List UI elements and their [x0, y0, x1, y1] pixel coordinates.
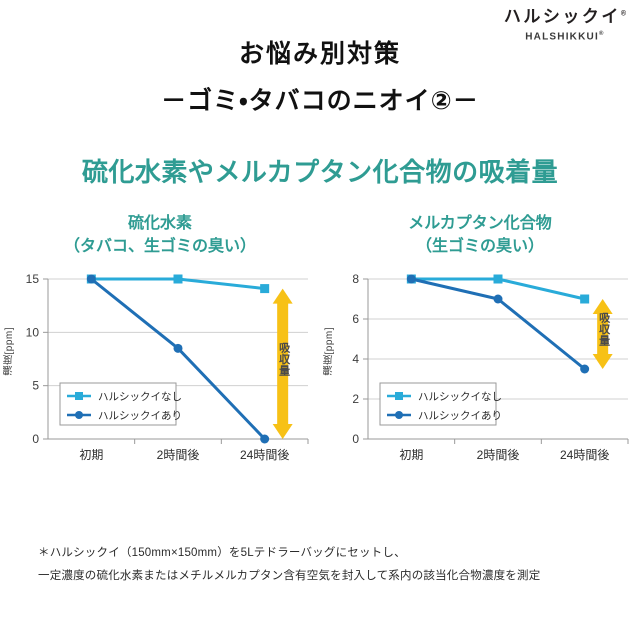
x-axis-tick-label: 24時間後	[560, 448, 609, 462]
chart-title: メルカプタン化合物	[408, 215, 552, 232]
registered-mark-icon-en: ®	[598, 31, 605, 37]
data-point-marker	[580, 364, 590, 374]
chart-panel-hydrogen-sulfide: 硫化水素 （タバコ、生ゴミの臭い） 濃度[ppm] 0 5 10 15 初期 2時間後 24…	[0, 212, 320, 477]
page-title-line2: －ゴミ・タバコのニオイ②－	[161, 87, 479, 115]
legend-label: ハルシックイあり	[98, 410, 182, 422]
chart-heading-mercaptan-compound: メルカプタン化合物 （生ゴミの臭い）	[320, 212, 640, 258]
legend-marker	[75, 392, 83, 401]
brand-logo-jp: ハルシックイ®	[504, 8, 626, 25]
brand-logo-en: HALSHIKKUI®	[504, 31, 626, 42]
page-subtitle: 硫化水素やメルカプタン化合物の吸着量	[81, 157, 559, 187]
plot-area-hydrogen-sulfide: 濃度[ppm] 0 5 10 15 初期 2時間後 24時間後 ハルシックイなし ハルシックイあ…	[0, 267, 320, 477]
footnote-line-1: ＊ハルシックイ（150mm×150mm）を5Lテドラーバッグにセットし、	[38, 547, 406, 559]
brand-logo-en-text: HALSHIKKUI	[525, 31, 599, 43]
legend-marker	[395, 411, 403, 420]
y-axis-tick-label: 6	[352, 312, 359, 326]
data-point-marker	[86, 274, 96, 284]
data-point-marker	[173, 274, 183, 284]
x-axis-tick-label: 2時間後	[157, 448, 200, 462]
legend-label: ハルシックイあり	[418, 410, 502, 422]
registered-mark-icon: ®	[620, 10, 626, 18]
x-axis-tick-label: 2時間後	[477, 448, 520, 462]
y-axis-label: 濃度[ppm]	[324, 327, 335, 376]
y-axis-label: 濃度[ppm]	[4, 327, 15, 376]
plot-area-mercaptan-compound: 濃度[ppm] 0 2 4 6 8 初期 2時間後 24時間後 ハルシックイなし ハルシックイあり…	[320, 267, 640, 477]
y-axis-tick-label: 8	[352, 272, 359, 286]
footnote: ＊ハルシックイ（150mm×150mm）を5Lテドラーバッグにセットし、 一定濃…	[38, 542, 540, 588]
footnote-line-2: 一定濃度の硫化水素またはメチルメルカプタン含有空気を封入して系内の該当化合物濃度…	[38, 570, 541, 582]
brand-logo-jp-text: ハルシックイ	[503, 7, 621, 26]
absorption-arrow-icon	[592, 299, 613, 370]
chart-title: 硫化水素	[127, 215, 192, 232]
legend-marker	[395, 392, 403, 401]
chart-heading-hydrogen-sulfide: 硫化水素 （タバコ、生ゴミの臭い）	[0, 212, 320, 258]
data-point-marker	[493, 274, 503, 284]
legend-label: ハルシックイなし	[98, 391, 182, 403]
data-point-marker	[406, 274, 416, 284]
data-point-marker	[580, 294, 590, 304]
x-axis-tick-label: 初期	[79, 448, 103, 462]
chart-subtitle: （タバコ、生ゴミの臭い）	[63, 238, 256, 256]
y-axis-tick-label: 5	[32, 379, 39, 393]
brand-logo: ハルシックイ® HALSHIKKUI®	[504, 8, 626, 42]
y-axis-tick-label: 15	[26, 272, 40, 286]
legend-label: ハルシックイなし	[418, 391, 502, 403]
absorption-arrow-label: 吸収量	[597, 312, 610, 347]
x-axis-tick-label: 初期	[399, 448, 423, 462]
data-point-marker	[493, 294, 503, 304]
y-axis-tick-label: 0	[352, 432, 359, 446]
page-title-line1: お悩み別対策	[238, 40, 401, 68]
legend-marker	[75, 411, 83, 420]
data-point-marker	[173, 344, 183, 354]
data-point-marker	[260, 284, 270, 294]
y-axis-tick-label: 10	[26, 326, 40, 340]
data-point-marker	[260, 434, 270, 444]
charts-container: 硫化水素 （タバコ、生ゴミの臭い） 濃度[ppm] 0 5 10 15 初期 2時間後 24…	[0, 212, 640, 477]
chart-subtitle: （生ゴミの臭い）	[415, 238, 544, 256]
absorption-arrow-label: 吸収量	[277, 342, 290, 377]
y-axis-tick-label: 0	[32, 432, 39, 446]
y-axis-tick-label: 2	[352, 392, 359, 406]
absorption-arrow-icon	[272, 288, 293, 440]
x-axis-tick-label: 24時間後	[240, 448, 289, 462]
chart-panel-mercaptan-compound: メルカプタン化合物 （生ゴミの臭い） 濃度[ppm] 0 2 4 6 8 初期 2時間後 24…	[320, 212, 640, 477]
page-title: お悩み別対策 －ゴミ・タバコのニオイ②－	[0, 34, 640, 117]
y-axis-tick-label: 4	[352, 352, 359, 366]
